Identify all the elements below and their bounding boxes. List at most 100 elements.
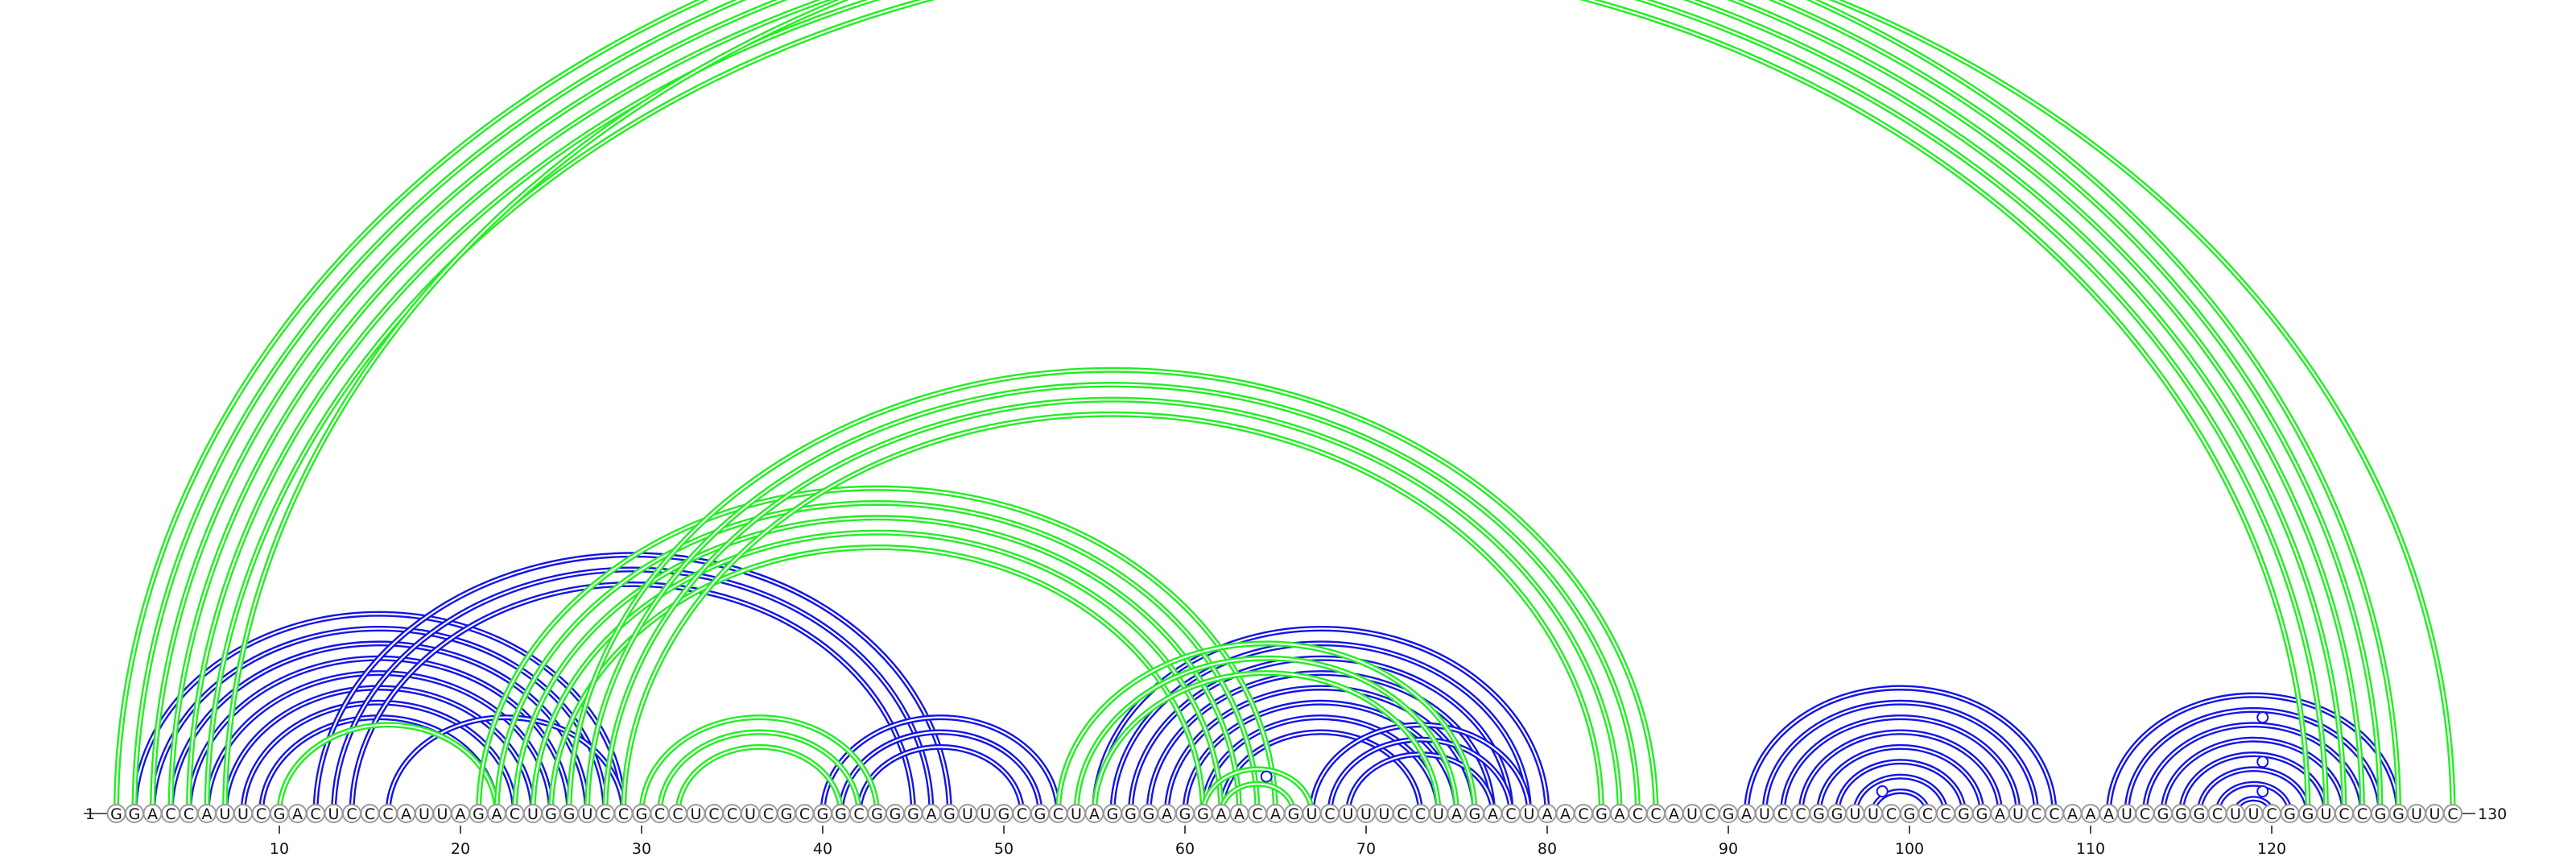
tick-label-90: 90 — [1719, 840, 1738, 857]
nucleotide-12: C — [310, 805, 320, 823]
nucleotide-78: C — [1505, 805, 1516, 823]
nucleotide-23: C — [510, 805, 520, 823]
nucleotide-53: C — [1053, 805, 1063, 823]
nucleotide-59: A — [1162, 805, 1172, 823]
arc-gap-57-78 — [1129, 657, 1513, 814]
nucleotide-41: G — [835, 805, 847, 823]
nucleotide-118: U — [2230, 805, 2241, 823]
arc-gap-2-126 — [133, 0, 2382, 814]
arc-gap-62-66 — [1220, 783, 1295, 814]
arc-gap-54-75 — [1075, 657, 1458, 814]
nucleotide-71: U — [1379, 805, 1390, 823]
arc-gap-94-105 — [1799, 731, 2001, 814]
nucleotide-3: A — [147, 805, 158, 823]
nucleotide-25: G — [545, 805, 557, 823]
nucleotide-45: G — [907, 805, 919, 823]
arc-marker-62-67 — [1260, 770, 1273, 783]
nucleotide-123: U — [2321, 805, 2332, 823]
nucleotide-44: G — [890, 805, 902, 823]
nucleotide-52: G — [1034, 805, 1046, 823]
green-arc-3-125 — [150, 0, 2365, 814]
arc-gap-113-125 — [2144, 723, 2363, 814]
nucleotide-31: C — [654, 805, 665, 823]
nucleotide-77: A — [1488, 805, 1498, 823]
nucleotide-121: G — [2284, 805, 2296, 823]
arc-gap-4-124 — [169, 0, 2346, 814]
nucleotide-73: C — [1415, 805, 1426, 823]
nucleotide-94: C — [1795, 805, 1806, 823]
tick-label-80: 80 — [1538, 840, 1557, 857]
tick-label-110: 110 — [2076, 840, 2105, 857]
nucleotide-104: G — [1976, 805, 1988, 823]
arc-marker-113-126 — [2256, 711, 2269, 724]
nucleotide-111: A — [2103, 805, 2114, 823]
nucleotide-95: G — [1813, 805, 1825, 823]
nucleotide-57: G — [1125, 805, 1137, 823]
nucleotide-110: A — [2086, 805, 2096, 823]
arc-gap-26-86 — [568, 369, 1657, 814]
nucleotide-8: U — [237, 805, 249, 823]
nucleotide-10: G — [274, 805, 286, 823]
nucleotide-35: C — [727, 805, 737, 823]
nucleotide-107: C — [2031, 805, 2041, 823]
nucleotide-51: C — [1017, 805, 1027, 823]
nucleotide-99: C — [1886, 805, 1897, 823]
arc-gap-21-65 — [477, 486, 1277, 814]
nucleotide-15: C — [365, 805, 375, 823]
nucleotide-80: A — [1542, 805, 1553, 823]
nucleotide-6: A — [202, 805, 213, 823]
arc-gap-59-76 — [1166, 686, 1476, 814]
nucleotide-68: C — [1324, 805, 1335, 823]
nucleotide-1: G — [110, 805, 122, 823]
nucleotide-122: G — [2302, 805, 2314, 823]
arc-gap-117-121 — [2216, 783, 2291, 814]
arc-gap-42-51 — [857, 746, 1023, 814]
nucleotide-18: U — [419, 805, 430, 823]
nucleotide-108: C — [2049, 805, 2059, 823]
end-position-label: 130 — [2478, 805, 2507, 823]
arc-gap-56-79 — [1111, 642, 1530, 814]
nucleotide-96: G — [1831, 805, 1843, 823]
arcs-layer — [114, 0, 2456, 814]
nucleotide-83: G — [1596, 805, 1608, 823]
arc-gap-28-84 — [604, 398, 1621, 814]
nucleotide-82: C — [1578, 805, 1588, 823]
nucleotide-70: U — [1360, 805, 1372, 823]
nucleotide-100: G — [1904, 805, 1916, 823]
arc-gap-55-80 — [1093, 627, 1549, 814]
arc-markers — [1260, 711, 2269, 797]
nucleotide-87: A — [1669, 805, 1679, 823]
nucleotide-20: A — [456, 805, 466, 823]
nucleotide-9: C — [256, 805, 266, 823]
tick-label-70: 70 — [1356, 840, 1376, 857]
arc-gap-5-123 — [188, 0, 2327, 814]
arc-gap-55-74 — [1093, 672, 1440, 814]
nucleotide-36: U — [745, 805, 756, 823]
blue-arc-95-104 — [1816, 743, 1985, 814]
arc-gap-68-78 — [1328, 739, 1513, 814]
nucleotide-28: C — [600, 805, 610, 823]
nucleotide-127: G — [2392, 805, 2405, 823]
nucleotide-91: A — [1741, 805, 1752, 823]
arc-gap-92-107 — [1763, 702, 2037, 814]
nucleotide-126: G — [2375, 805, 2387, 823]
arc-gap-1-127 — [115, 0, 2400, 814]
arc-gap-53-76 — [1057, 642, 1476, 814]
nucleotide-17: A — [401, 805, 411, 823]
nucleotide-11: A — [292, 805, 303, 823]
nucleotide-98: U — [1868, 805, 1879, 823]
nucleotide-66: G — [1288, 805, 1300, 823]
nucleotide-32: C — [672, 805, 683, 823]
nucleotide-58: G — [1143, 805, 1155, 823]
arc-marker-116-123 — [2256, 756, 2269, 768]
arc-gap-111-127 — [2107, 694, 2400, 814]
arc-gap-24-62 — [531, 532, 1223, 814]
arc-gap-31-42 — [658, 731, 861, 814]
nucleotide-114: G — [2157, 805, 2169, 823]
nucleotide-27: U — [582, 805, 593, 823]
nucleotide-74: U — [1433, 805, 1444, 823]
nucleotide-14: C — [346, 805, 357, 823]
nucleotide-7: U — [220, 805, 231, 823]
